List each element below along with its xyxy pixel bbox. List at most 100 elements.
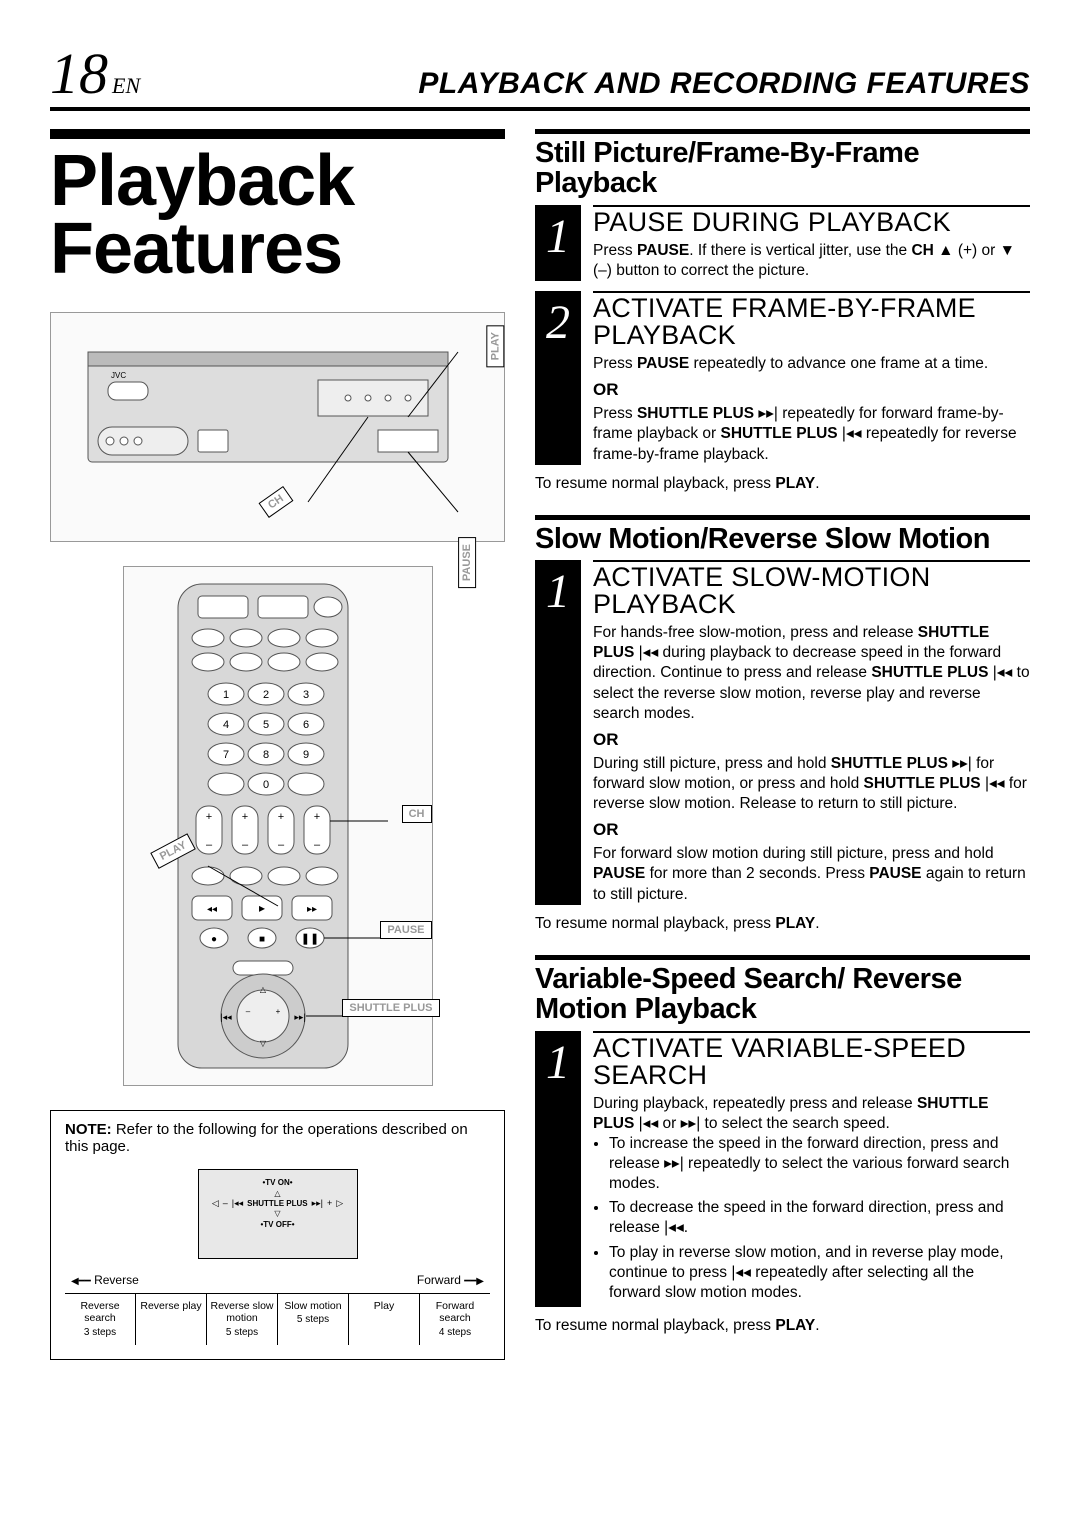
callout-remote-pause: PAUSE bbox=[380, 921, 431, 939]
callout-pause: PAUSE bbox=[458, 537, 476, 588]
svg-text:△: △ bbox=[259, 985, 266, 994]
shuttle-label: SHUTTLE PLUS bbox=[247, 1199, 307, 1208]
or-label: OR bbox=[593, 380, 1030, 400]
s2-step1: 1 ACTIVATE SLOW-MOTION PLAYBACK For hand… bbox=[535, 560, 1030, 905]
svg-text:1: 1 bbox=[222, 689, 228, 701]
step-headline: ACTIVATE VARIABLE-SPEED SEARCH bbox=[593, 1031, 1030, 1089]
callout-play: PLAY bbox=[486, 325, 504, 367]
step-text: Press PAUSE repeatedly to advance one fr… bbox=[593, 354, 1030, 374]
left-column: Playback Features JVC PLAY CH PAUSE bbox=[50, 129, 505, 1360]
step-text: Press PAUSE. If there is vertical jitter… bbox=[593, 241, 1030, 281]
step-body: ACTIVATE FRAME-BY-FRAME PLAYBACK Press P… bbox=[593, 291, 1030, 465]
svg-text:3: 3 bbox=[302, 689, 308, 701]
reverse-label: ◀━━ Reverse bbox=[71, 1273, 139, 1287]
s1-step2: 2 ACTIVATE FRAME-BY-FRAME PLAYBACK Press… bbox=[535, 291, 1030, 465]
svg-text:JVC: JVC bbox=[111, 371, 126, 380]
svg-text:+: + bbox=[205, 811, 211, 823]
mode-cell: Reverse play bbox=[136, 1294, 207, 1345]
step-headline: PAUSE DURING PLAYBACK bbox=[593, 205, 1030, 236]
svg-text:0: 0 bbox=[262, 779, 268, 791]
note-box: NOTE: Refer to the following for the ope… bbox=[50, 1110, 505, 1360]
svg-text:●: ● bbox=[210, 934, 216, 945]
svg-text:8: 8 bbox=[262, 749, 268, 761]
s1-step1: 1 PAUSE DURING PLAYBACK Press PAUSE. If … bbox=[535, 205, 1030, 281]
step-text: During still picture, press and hold SHU… bbox=[593, 754, 1030, 814]
svg-text:9: 9 bbox=[302, 749, 308, 761]
svg-text:◂◂: ◂◂ bbox=[206, 904, 216, 915]
page-lang: EN bbox=[112, 73, 140, 99]
resume-text: To resume normal playback, press PLAY. bbox=[535, 1317, 1030, 1335]
svg-text:–: – bbox=[277, 839, 284, 851]
svg-text:4: 4 bbox=[222, 719, 228, 731]
step-num-box: 2 bbox=[535, 291, 581, 465]
section2-title: Slow Motion/Reverse Slow Motion bbox=[535, 515, 1030, 554]
svg-text:–: – bbox=[245, 1007, 250, 1016]
step-text: For hands-free slow-motion, press and re… bbox=[593, 623, 1030, 724]
mode-cell: Reverse slow motion5 steps bbox=[207, 1294, 278, 1345]
svg-text:–: – bbox=[313, 839, 320, 851]
or-label: OR bbox=[593, 730, 1030, 750]
bullet-item: To increase the speed in the forward dir… bbox=[609, 1134, 1030, 1194]
step-num: 1 bbox=[546, 564, 570, 619]
step-text: During playback, repeatedly press and re… bbox=[593, 1094, 1030, 1134]
svg-text:+: + bbox=[275, 1007, 280, 1016]
step-text: Press SHUTTLE PLUS ▸▸| repeatedly for fo… bbox=[593, 404, 1030, 464]
svg-text:2: 2 bbox=[262, 689, 268, 701]
resume-text: To resume normal playback, press PLAY. bbox=[535, 915, 1030, 933]
svg-text:+: + bbox=[241, 811, 247, 823]
right-column: Still Picture/Frame-By-Frame Playback 1 … bbox=[535, 129, 1030, 1360]
section1-title: Still Picture/Frame-By-Frame Playback bbox=[535, 129, 1030, 199]
down-arrow-icon: ▽ bbox=[199, 1209, 357, 1218]
shuttle-diagram: •TV ON• △ ◁–|◂◂ SHUTTLE PLUS ▸▸|+▷ ▽ •TV… bbox=[198, 1169, 358, 1259]
svg-text:–: – bbox=[205, 839, 212, 851]
mode-cell: Slow motion5 steps bbox=[278, 1294, 349, 1345]
step-body: ACTIVATE VARIABLE-SPEED SEARCH During pl… bbox=[593, 1031, 1030, 1307]
svg-text:▸▸|: ▸▸| bbox=[294, 1012, 305, 1022]
remote-illustration: 1 2 3 4 5 6 7 8 9 0 +– +– +– +– bbox=[123, 566, 433, 1086]
svg-text:–: – bbox=[241, 839, 248, 851]
tv-off-label: •TV OFF• bbox=[199, 1220, 357, 1229]
up-arrow-icon: △ bbox=[199, 1189, 357, 1198]
main-title: Playback Features bbox=[50, 129, 505, 284]
note-label: NOTE: bbox=[65, 1121, 112, 1138]
step-num-box: 1 bbox=[535, 205, 581, 281]
note-text: Refer to the following for the operation… bbox=[65, 1121, 468, 1155]
step-num: 1 bbox=[546, 209, 570, 264]
step-headline: ACTIVATE FRAME-BY-FRAME PLAYBACK bbox=[593, 291, 1030, 349]
svg-text:|◂◂: |◂◂ bbox=[220, 1012, 232, 1022]
svg-text:▽: ▽ bbox=[259, 1039, 266, 1048]
step-body: ACTIVATE SLOW-MOTION PLAYBACK For hands-… bbox=[593, 560, 1030, 905]
tv-on-label: •TV ON• bbox=[199, 1178, 357, 1187]
direction-row: ◀━━ Reverse Forward ━━▶ bbox=[65, 1273, 490, 1294]
step-headline: ACTIVATE SLOW-MOTION PLAYBACK bbox=[593, 560, 1030, 618]
svg-text:+: + bbox=[277, 811, 283, 823]
svg-text:7: 7 bbox=[222, 749, 228, 761]
mode-cell: Reverse search3 steps bbox=[65, 1294, 136, 1345]
step-body: PAUSE DURING PLAYBACK Press PAUSE. If th… bbox=[593, 205, 1030, 281]
bullet-item: To play in reverse slow motion, and in r… bbox=[609, 1243, 1030, 1303]
callout-remote-shuttle: SHUTTLE PLUS bbox=[342, 999, 439, 1017]
page-header-title: PLAYBACK AND RECORDING FEATURES bbox=[140, 67, 1030, 101]
bullets: To increase the speed in the forward dir… bbox=[593, 1134, 1030, 1303]
svg-text:▸▸: ▸▸ bbox=[306, 904, 316, 915]
note-line: NOTE: Refer to the following for the ope… bbox=[65, 1121, 490, 1155]
or-label: OR bbox=[593, 820, 1030, 840]
forward-label: Forward ━━▶ bbox=[417, 1273, 484, 1287]
modes-row: Reverse search3 steps Reverse play Rever… bbox=[65, 1294, 490, 1345]
svg-text:❚❚: ❚❚ bbox=[300, 933, 318, 945]
content: Playback Features JVC PLAY CH PAUSE bbox=[50, 129, 1030, 1360]
step-num-box: 1 bbox=[535, 1031, 581, 1307]
s3-step1: 1 ACTIVATE VARIABLE-SPEED SEARCH During … bbox=[535, 1031, 1030, 1307]
svg-text:■: ■ bbox=[258, 934, 264, 945]
shuttle-row: ◁–|◂◂ SHUTTLE PLUS ▸▸|+▷ bbox=[199, 1198, 357, 1209]
page-header: 18 EN PLAYBACK AND RECORDING FEATURES bbox=[50, 40, 1030, 111]
svg-text:▸: ▸ bbox=[258, 901, 264, 915]
callout-remote-ch: CH bbox=[402, 805, 432, 823]
vcr-illustration: JVC PLAY CH PAUSE bbox=[50, 312, 505, 542]
svg-text:+: + bbox=[313, 811, 319, 823]
step-num-box: 1 bbox=[535, 560, 581, 905]
mode-cell: Play bbox=[349, 1294, 420, 1345]
svg-text:5: 5 bbox=[262, 719, 268, 731]
page-number: 18 bbox=[50, 40, 108, 107]
step-text: For forward slow motion during still pic… bbox=[593, 844, 1030, 904]
